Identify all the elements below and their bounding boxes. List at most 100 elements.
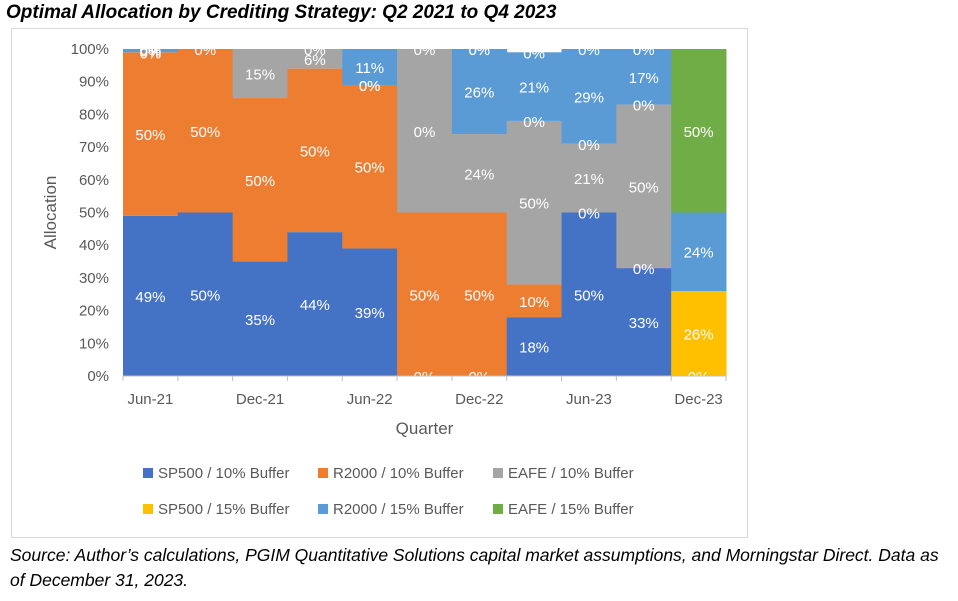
data-label-sep-22-sp500-10-buffer: 0%: [414, 369, 436, 386]
data-label-mar-23-eafe-10-buffer: 50%: [519, 196, 549, 213]
data-label-jun-21-eafe-10-buffer: 0%: [140, 45, 162, 62]
data-label-mar-23-sp500-10-buffer: 18%: [519, 340, 549, 357]
bar-mar-23-eafe-10-buffer: [506, 120, 563, 285]
y-tick-label-9: 90%: [79, 74, 109, 91]
bar-dec-22-r2000-10-buffer: [451, 212, 508, 376]
bar-jun-22-r2000-15-buffer: [342, 49, 398, 85]
legend-label-r2000-15-buffer: R2000 / 15% Buffer: [333, 501, 464, 518]
bar-dec-22-r2000-15-buffer: [451, 49, 508, 135]
data-label-extra-jun-23-sp500-15-buffer: 0%: [578, 137, 600, 154]
data-label-dec-22-sp500-10-buffer: 0%: [468, 369, 490, 386]
bar-dec-21-r2000-10-buffer: [232, 98, 288, 262]
source-note: Source: Author’s calculations, PGIM Quan…: [10, 545, 939, 590]
data-label-jun-22-eafe-10-buffer: 0%: [359, 78, 381, 95]
y-tick-label-3: 30%: [79, 270, 109, 287]
data-label-jun-23-eafe-10-buffer: 21%: [574, 171, 604, 188]
data-label-dec-22-eafe-10-buffer: 24%: [464, 166, 494, 183]
y-tick-label-0: 0%: [87, 368, 109, 385]
bar-jun-23-r2000-15-buffer: [561, 49, 617, 144]
data-label-jun-21-r2000-10-buffer: 50%: [135, 127, 165, 144]
bar-dec-21-sp500-10-buffer: [232, 261, 288, 376]
bar-dec-22-eafe-10-buffer: [451, 134, 508, 213]
bar-jun-21-r2000-10-buffer: [123, 52, 179, 216]
x-tick-label-dec-21: Dec-21: [236, 391, 284, 408]
y-tick-label-4: 40%: [79, 237, 109, 254]
data-label-jun-23-r2000-15-buffer: 29%: [574, 89, 604, 106]
legend-swatch-r2000-15-buffer: [318, 504, 328, 514]
bar-mar-23-sp500-10-buffer: [506, 317, 563, 376]
data-label-sep-22-r2000-10-buffer: 50%: [409, 287, 439, 304]
bar-mar-22-sp500-10-buffer: [287, 232, 343, 376]
data-label-jun-21-sp500-10-buffer: 49%: [135, 289, 165, 306]
data-label-sep-23-sp500-10-buffer: 33%: [629, 315, 659, 332]
data-label-dec-22-r2000-10-buffer: 50%: [464, 287, 494, 304]
data-label-mar-22-sp500-10-buffer: 44%: [300, 297, 330, 314]
legend-swatch-r2000-10-buffer: [318, 468, 328, 478]
legend-label-sp500-10-buffer: SP500 / 10% Buffer: [158, 465, 289, 482]
data-label-extra-mar-23-sp500-15-buffer: 0%: [523, 114, 545, 131]
bar-mar-23-r2000-10-buffer: [506, 284, 563, 318]
data-label-extra-dec-23-sp500-10-buffer: 0%: [688, 369, 710, 386]
x-axis-title: Quarter: [396, 419, 454, 438]
data-label-sep-21-eafe-10-buffer: 0%: [194, 42, 216, 59]
x-tick-label-dec-22: Dec-22: [455, 391, 503, 408]
bar-sep-21-sp500-10-buffer: [177, 212, 234, 376]
bar-jun-22-r2000-10-buffer: [342, 84, 398, 249]
legend-label-eafe-15-buffer: EAFE / 15% Buffer: [508, 501, 634, 518]
data-label-sep-22-eafe-10-buffer: 0%: [414, 124, 436, 141]
data-label-jun-22-sp500-10-buffer: 39%: [355, 305, 385, 322]
bar-jun-23-eafe-10-buffer: [561, 143, 617, 213]
data-label-sep-21-sp500-10-buffer: 50%: [190, 287, 220, 304]
data-label-dec-21-r2000-10-buffer: 50%: [245, 173, 275, 190]
data-label-dec-22-eafe-15-buffer: 0%: [468, 42, 490, 59]
legend-swatch-eafe-15-buffer: [493, 504, 503, 514]
y-tick-label-5: 50%: [79, 205, 109, 222]
data-label-extra-sep-22-r2000-15-buffer: 0%: [414, 42, 436, 59]
bar-dec-23-sp500-15-buffer: [671, 290, 727, 376]
data-label-extra-sep-23-sp500-15-buffer: 0%: [633, 98, 655, 115]
legend-label-sp500-15-buffer: SP500 / 15% Buffer: [158, 501, 289, 518]
bar-jun-22-sp500-10-buffer: [342, 248, 398, 376]
data-label-mar-23-r2000-15-buffer: 21%: [519, 80, 549, 97]
bar-sep-22-eafe-10-buffer: [397, 49, 453, 213]
data-label-jun-23-eafe-15-buffer: 0%: [578, 42, 600, 59]
x-tick-label-jun-23: Jun-23: [566, 391, 612, 408]
bar-dec-23-eafe-15-buffer: [671, 49, 727, 213]
data-label-mar-22-eafe-10-buffer: 6%: [304, 52, 326, 69]
bar-jun-21-sp500-10-buffer: [123, 215, 179, 376]
x-tick-label-dec-23: Dec-23: [674, 391, 722, 408]
legend-swatch-sp500-15-buffer: [143, 504, 153, 514]
data-label-mar-23-eafe-15-buffer: 0%: [523, 45, 545, 62]
data-label-sep-21-r2000-10-buffer: 50%: [190, 124, 220, 141]
data-label-jun-22-r2000-10-buffer: 50%: [355, 160, 385, 177]
bar-jun-23-sp500-10-buffer: [561, 212, 617, 376]
data-label-jun-22-r2000-15-buffer: 11%: [355, 60, 384, 77]
data-label-dec-21-sp500-10-buffer: 35%: [245, 312, 275, 329]
data-label-jun-21-r2000-15-buffer: 0%: [140, 44, 162, 61]
bar-sep-23-eafe-10-buffer: [616, 104, 672, 269]
bar-sep-21-r2000-10-buffer: [177, 49, 234, 213]
legend-label-eafe-10-buffer: EAFE / 10% Buffer: [508, 465, 634, 482]
chart-frame: [11, 28, 748, 538]
data-label-jun-23-r2000-10-buffer: 0%: [578, 206, 600, 223]
data-label-dec-23-sp500-15-buffer: 26%: [684, 326, 714, 343]
bar-dec-23-r2000-15-buffer: [671, 212, 727, 291]
data-label-sep-23-r2000-15-buffer: 17%: [629, 70, 659, 87]
data-label-dec-21-eafe-10-buffer: 15%: [245, 67, 275, 84]
y-tick-label-8: 80%: [79, 106, 109, 123]
x-tick-label-jun-21: Jun-21: [127, 391, 173, 408]
data-label-dec-23-eafe-15-buffer: 50%: [684, 124, 714, 141]
data-label-dec-22-r2000-15-buffer: 26%: [464, 85, 494, 102]
data-label-mar-22-r2000-15-buffer: 0%: [304, 42, 326, 59]
legend-label-r2000-10-buffer: R2000 / 10% Buffer: [333, 465, 464, 482]
y-tick-label-1: 10%: [79, 335, 109, 352]
data-label-mar-22-r2000-10-buffer: 50%: [300, 143, 330, 160]
bar-mar-22-r2000-10-buffer: [287, 68, 343, 233]
legend-swatch-sp500-10-buffer: [143, 468, 153, 478]
bar-mar-22-eafe-10-buffer: [287, 49, 343, 69]
data-label-dec-23-r2000-15-buffer: 24%: [684, 245, 714, 262]
y-tick-label-7: 70%: [79, 139, 109, 156]
bar-sep-23-sp500-10-buffer: [616, 268, 672, 376]
data-label-sep-23-eafe-10-buffer: 50%: [629, 179, 659, 196]
